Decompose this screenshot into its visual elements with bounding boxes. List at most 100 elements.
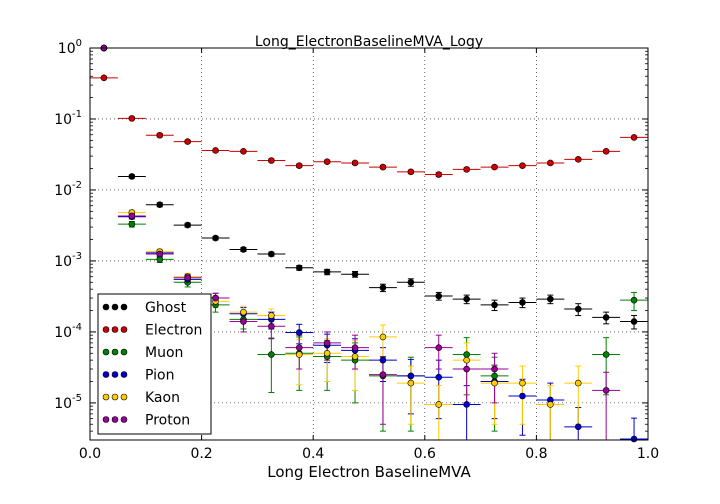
data-point-muon [463, 351, 470, 358]
data-point-ghost [463, 295, 470, 303]
legend-marker [120, 371, 128, 378]
data-point-electron [184, 138, 191, 145]
legend-label: Pion [145, 368, 174, 384]
data-point-electron [268, 157, 275, 164]
data-point-proton [463, 365, 470, 373]
y-tick-label: 10-1 [54, 109, 82, 128]
data-point-electron [100, 74, 108, 82]
data-point-kaon [323, 349, 331, 357]
data-point-electron [547, 159, 554, 167]
data-point-muon [602, 351, 610, 358]
legend-marker [120, 416, 128, 423]
data-point-muon [630, 296, 638, 304]
data-point-electron [602, 148, 610, 155]
x-tick-label: 0.8 [525, 446, 547, 462]
y-tick-label: 10-3 [54, 251, 82, 270]
data-point-proton [379, 371, 387, 378]
data-point-ghost [268, 250, 275, 258]
legend-marker [111, 326, 119, 333]
data-point-electron [491, 163, 498, 171]
data-point-ghost [435, 292, 443, 300]
data-point-kaon [407, 379, 415, 387]
data-points [100, 44, 638, 443]
data-point-proton [268, 322, 275, 330]
legend-marker [120, 348, 128, 356]
legend-label: Proton [145, 413, 190, 429]
legend-marker [111, 393, 119, 401]
data-point-ghost [519, 299, 526, 306]
data-point-kaon [351, 353, 359, 360]
data-point-electron [156, 131, 164, 139]
data-point-electron [519, 162, 526, 169]
data-point-kaon [547, 401, 554, 408]
data-point-ghost [351, 270, 359, 278]
data-point-muon [491, 372, 498, 380]
legend-marker [111, 416, 119, 423]
data-point-electron [323, 158, 331, 166]
data-point-kaon [463, 356, 470, 364]
legend-label: Muon [145, 345, 183, 361]
data-point-proton [128, 212, 136, 220]
legend-marker [102, 326, 110, 333]
legend-marker [111, 348, 119, 356]
axis-ticks: 0.0 0.2 0.4 0.6 0.8 1.0 10-5 10-4 10-3 10-2 10-1 10… [54, 38, 659, 462]
legend: Ghost Electron Muon Pion Kaon Proton [97, 293, 212, 435]
x-tick-label: 0.2 [190, 446, 212, 462]
data-point-electron [295, 162, 303, 169]
data-point-ghost [323, 268, 331, 276]
data-point-ghost [184, 221, 191, 229]
data-point-pion [295, 329, 303, 336]
data-point-electron [351, 159, 359, 167]
y-tick-label: 10-5 [54, 393, 82, 412]
data-point-ghost [407, 278, 415, 286]
data-point-ghost [602, 314, 610, 321]
x-tick-label: 1.0 [637, 446, 659, 462]
data-point-ghost [240, 246, 247, 253]
data-point-ghost [574, 305, 582, 313]
data-point-kaon [519, 379, 526, 387]
legend-marker [111, 371, 119, 378]
data-point-electron [630, 134, 638, 141]
data-point-ghost [379, 284, 387, 291]
data-point-pion [574, 423, 582, 431]
legend-label: Electron [145, 323, 202, 339]
x-tick-label: 0.6 [414, 446, 436, 462]
data-point-electron [212, 147, 219, 154]
data-point-proton [184, 274, 191, 282]
data-point-pion [630, 435, 638, 443]
data-point-kaon [491, 379, 498, 387]
data-point-kaon [435, 401, 443, 408]
data-point-kaon [379, 333, 387, 341]
x-axis-label: Long Electron BaselineMVA [267, 463, 471, 481]
y-tick-label: 10-4 [54, 322, 82, 341]
legend-marker [111, 303, 119, 311]
data-point-electron [407, 168, 415, 176]
y-tick-label: 10-2 [54, 180, 82, 199]
legend-marker [102, 371, 110, 378]
legend-marker [120, 393, 128, 401]
legend-marker [120, 303, 128, 311]
data-point-ghost [630, 318, 638, 325]
data-point-pion [407, 372, 415, 380]
legend-label: Ghost [145, 300, 187, 316]
data-point-proton [156, 250, 164, 258]
data-point-ghost [156, 201, 164, 208]
data-point-proton [240, 318, 247, 325]
data-point-proton [435, 344, 443, 351]
data-point-ghost [212, 234, 219, 242]
data-point-kaon [295, 351, 303, 358]
data-point-kaon [574, 379, 582, 387]
data-point-kaon [268, 312, 275, 319]
data-point-ghost [128, 173, 136, 180]
legend-label: Kaon [145, 390, 180, 406]
data-point-proton [351, 344, 359, 351]
y-tick-label: 100 [58, 38, 82, 57]
legend-marker [120, 326, 128, 333]
data-point-electron [379, 163, 387, 171]
data-point-proton [295, 344, 303, 351]
data-point-pion [435, 373, 443, 381]
data-point-proton [602, 387, 610, 394]
data-point-pion [463, 401, 470, 408]
data-point-proton [491, 365, 498, 373]
